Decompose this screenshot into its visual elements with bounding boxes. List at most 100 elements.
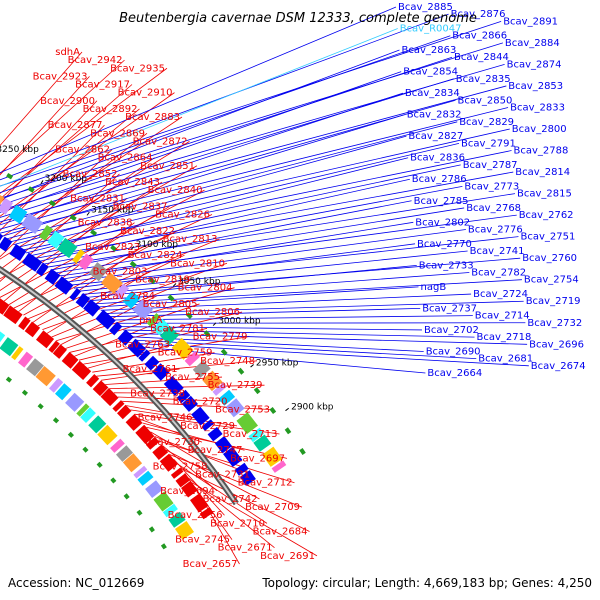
ruler-tick [250,364,254,368]
gene-label: Bcav_2824 [128,250,183,261]
gene-label: Bcav_2819 [135,275,190,286]
leader-line [104,300,524,314]
gene-label: Bcav_2838 [78,218,133,229]
leader-line [0,76,90,176]
feature-block [207,426,223,442]
feature-block [26,358,44,377]
feature-block [24,321,41,338]
leader-line [0,59,125,174]
gene-label: Bcav_2853 [508,81,563,92]
feature-block [234,462,249,476]
feature-block [146,313,161,327]
feature-block [203,330,211,338]
feature-block [167,294,175,302]
leader-line [54,207,465,274]
track-3 [0,298,214,520]
leader-line [89,272,470,302]
feature-block [136,509,143,516]
feature-block [83,299,101,317]
leader-line [62,221,414,280]
leader-line [0,85,507,223]
feature-block [163,375,184,396]
leader-line [112,315,473,321]
feature-block [144,355,160,371]
feature-block [220,348,228,356]
gene-label: Bcav_2739 [208,380,263,391]
feature-block [48,340,60,353]
leader-line [123,329,475,338]
gene-label: Bcav_2854 [403,67,458,78]
gene-label: Bcav_2781 [150,323,205,334]
feature-block [159,325,180,345]
ruler-tick [172,283,177,287]
gene-label: Bcav_2832 [407,110,462,121]
feature-block [88,262,108,282]
leader-line [17,142,460,248]
feature-block [110,438,125,453]
feature-block [0,194,5,205]
gene-label: Bcav_2690 [426,347,481,358]
gene-label: Bcav_2760 [522,253,577,264]
feature-block [92,380,109,397]
feature-block [170,467,184,479]
leader-line [78,327,208,361]
leader-line [0,100,98,204]
gene-label: Bcav_2791 [461,138,516,149]
feature-block [212,382,227,396]
leader-line [0,92,175,217]
leader-line [180,468,310,532]
map-title: Beutenbergia cavernae DSM 12333, complet… [119,11,477,26]
feature-block [214,436,233,454]
feature-block [148,526,155,533]
leader-line [29,164,461,257]
feature-block [100,272,123,294]
track-5 [5,376,167,550]
ruler-label: 3100 kbp [136,240,179,250]
feature-block [71,360,92,380]
gene-label: Bcav_2763 [115,340,170,351]
feature-block [72,249,85,264]
gene-label: Bcav_2787 [463,160,518,171]
feature-block [48,200,56,207]
gene-label: Bcav_2785 [414,196,469,207]
gene-label: Bcav_2784 [100,291,155,302]
feature-tracks [0,173,306,550]
gene-label: Bcav_2681 [478,354,533,365]
feature-block [69,214,77,221]
track-2 [6,173,306,455]
genome-backbone [0,265,239,506]
leader-line [0,124,105,232]
feature-block [44,268,61,285]
feature-block [6,173,14,180]
feature-block [117,404,132,420]
leader-line [115,322,526,324]
leader-line [33,171,514,259]
gene-label: Bcav_2755 [165,372,220,383]
gene-label: Bcav_2719 [526,296,581,307]
feature-block [123,493,130,500]
leader-line [0,13,449,181]
gene-label: Bcav_2840 [148,185,203,196]
gene-label: Bcav_2738 [130,388,185,399]
feature-block [57,237,78,259]
gene-label: Bcav_2864 [98,153,153,164]
leader-line [0,78,454,218]
gene-label: Bcav_2917 [75,80,130,91]
gene-label: Bcav_2863 [402,45,457,56]
feature-block [262,446,283,467]
leader-line [158,440,295,484]
leader-line [191,482,318,557]
gene-label: Bcav_2770 [417,239,472,250]
leader-line [130,336,424,352]
ruler-label: 3000 kbp [218,317,261,327]
track-4 [0,331,194,540]
gene-label: Bcav_2753 [215,405,270,416]
gene-label: Bcav_2884 [505,38,560,49]
gene-label: Bcav_2664 [427,368,482,379]
gene-label: Bcav_2850 [458,95,513,106]
gene-label: Bcav_2822 [120,226,175,237]
gene-label: Bcav_2729 [180,421,235,432]
genome-summary: Topology: circular; Length: 4,669,183 bp… [261,576,592,590]
gene-label: Bcav_2684 [253,527,308,538]
